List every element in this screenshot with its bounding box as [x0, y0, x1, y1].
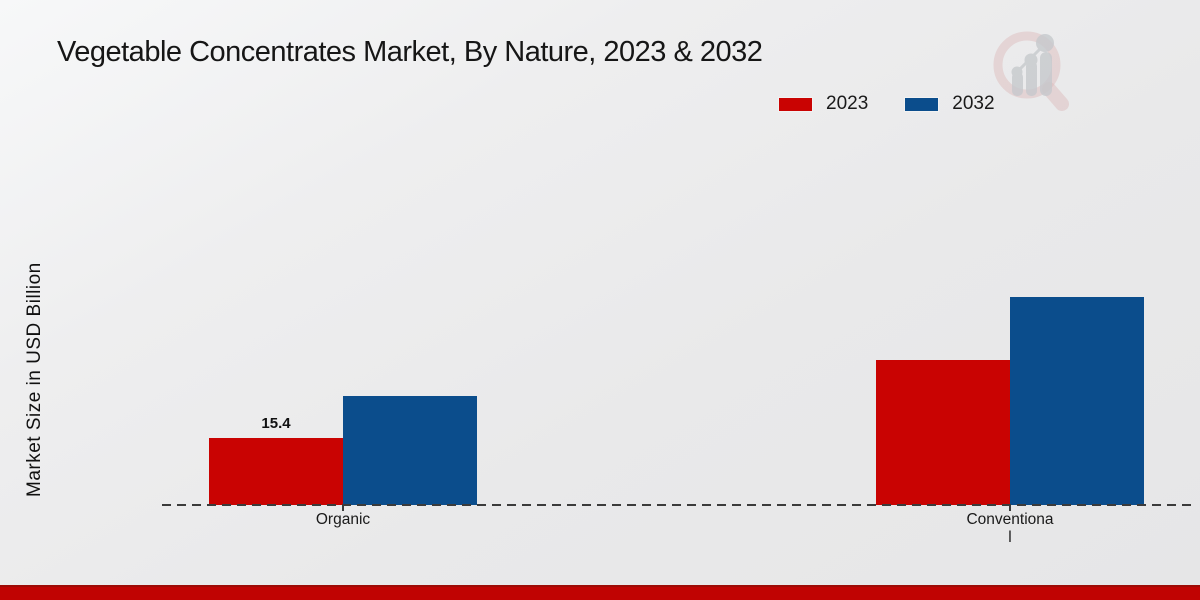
bar-2032-organic [343, 396, 477, 505]
legend: 2023 2032 [778, 93, 995, 115]
x-axis-category-label: Organic [315, 511, 371, 528]
footer-accent-bar [0, 585, 1200, 600]
x-axis-category-label: Conventiona l [966, 511, 1054, 546]
bar-value-label: 15.4 [261, 415, 291, 432]
x-axis-tick [1009, 506, 1011, 511]
bar-2032-conventional [1010, 297, 1144, 505]
legend-item-2032: 2032 [904, 93, 995, 115]
x-axis-tick [342, 506, 344, 511]
market-research-logo-icon [993, 31, 1069, 111]
bar-2023-conventional [876, 360, 1010, 505]
chart-title: Vegetable Concentrates Market, By Nature… [57, 36, 763, 68]
legend-swatch-2023 [778, 96, 813, 112]
legend-item-2023: 2023 [778, 93, 868, 115]
bar-2023-organic [209, 438, 343, 505]
legend-label: 2023 [826, 93, 869, 114]
legend-swatch-2032 [904, 96, 940, 112]
x-axis-baseline [162, 504, 1196, 506]
legend-label: 2032 [952, 93, 995, 114]
